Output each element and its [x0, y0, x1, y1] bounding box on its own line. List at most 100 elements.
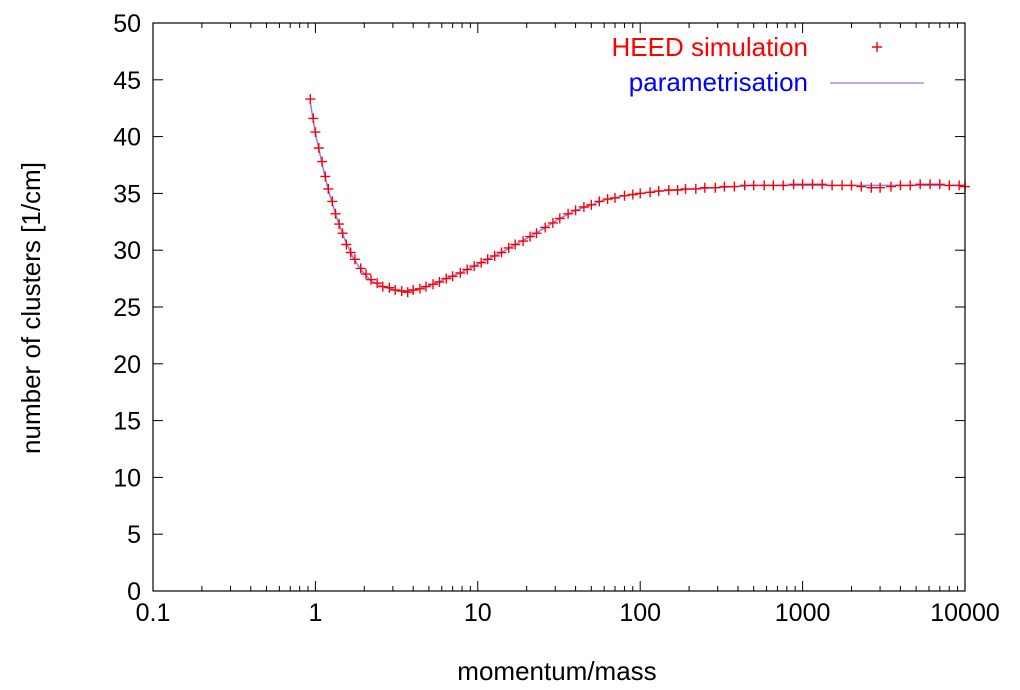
data-point — [719, 181, 730, 192]
data-point — [586, 199, 597, 210]
data-point — [710, 182, 721, 193]
data-point — [578, 202, 589, 212]
data-point — [934, 179, 945, 190]
data-point — [817, 179, 828, 190]
data-point — [788, 179, 799, 190]
data-point — [330, 208, 341, 219]
data-point — [944, 180, 955, 191]
data-point — [355, 263, 366, 274]
data-point — [372, 278, 383, 289]
data-point — [305, 94, 316, 105]
data-point — [653, 186, 664, 197]
data-point — [428, 279, 438, 290]
data-point — [469, 261, 480, 272]
data-point — [361, 269, 371, 280]
data-point — [699, 182, 710, 193]
data-point — [334, 219, 345, 230]
data-point — [408, 285, 419, 295]
x-tick-label: 10 — [464, 599, 492, 627]
y-tick-label: 40 — [113, 124, 141, 152]
y-tick-label: 30 — [113, 237, 141, 265]
data-point — [510, 239, 521, 250]
x-tick-label: 10000 — [930, 599, 1000, 627]
series-line-parametrisation — [309, 102, 965, 292]
data-point — [327, 196, 338, 207]
legend: HEED simulation parametrisation — [611, 32, 924, 97]
data-point — [496, 247, 507, 258]
data-point — [663, 185, 674, 195]
data-point — [349, 254, 360, 265]
data-point — [954, 180, 965, 191]
data-point — [759, 180, 770, 191]
data-point — [807, 179, 818, 190]
y-tick-label: 5 — [127, 521, 141, 549]
data-point — [635, 188, 646, 199]
data-point — [554, 213, 565, 224]
data-point — [455, 267, 466, 278]
data-point — [525, 231, 536, 242]
data-point — [547, 217, 558, 228]
data-point — [540, 222, 551, 233]
data-point — [619, 190, 630, 201]
data-point — [308, 113, 319, 124]
data-point — [846, 180, 857, 191]
data-point — [402, 287, 413, 298]
data-point — [627, 189, 638, 200]
y-tick-label: 50 — [113, 10, 141, 38]
data-point — [739, 180, 750, 191]
data-point — [610, 192, 620, 203]
legend-label-heed: HEED simulation — [611, 32, 808, 62]
data-point — [925, 179, 936, 190]
data-point — [778, 180, 789, 191]
data-point — [377, 281, 388, 292]
data-point — [875, 182, 886, 193]
plot-frame — [152, 22, 966, 592]
data-point — [366, 274, 376, 285]
x-tick-label: 1 — [308, 599, 322, 627]
x-tick-label: 0.1 — [136, 599, 171, 627]
data-point — [390, 285, 401, 295]
plot-border — [152, 22, 966, 592]
axis-ticks — [152, 22, 966, 592]
data-point — [563, 208, 574, 219]
axis-tick-labels: 0 5 10 15 20 25 30 35 40 45 50 0.1 1 10 100 1000 10000 — [113, 10, 1000, 627]
data-point — [320, 171, 331, 182]
x-tick-label: 1000 — [775, 599, 831, 627]
data-point — [447, 271, 458, 282]
data-point — [337, 228, 348, 239]
y-tick-label: 10 — [113, 464, 141, 492]
y-tick-label: 25 — [113, 294, 141, 322]
y-tick-label: 20 — [113, 351, 141, 379]
y-axis-title: number of clusters [1/cm] — [16, 162, 46, 454]
legend-plus-marker — [872, 42, 882, 52]
data-point — [489, 250, 500, 261]
data-point — [602, 194, 613, 205]
data-point — [518, 236, 529, 247]
data-point — [476, 257, 487, 268]
data-point — [570, 205, 581, 216]
x-axis-title: momentum/mass — [457, 656, 656, 686]
data-point — [323, 183, 334, 194]
data-point — [313, 143, 324, 153]
data-point — [310, 127, 321, 138]
legend-marker-heed — [872, 42, 882, 52]
data-point — [421, 281, 431, 292]
x-tick-label: 100 — [619, 599, 661, 627]
data-point — [396, 286, 407, 297]
data-point — [384, 282, 395, 293]
series-layer — [305, 94, 970, 298]
data-point — [594, 196, 605, 207]
data-point — [827, 180, 838, 191]
legend-label-parametrisation: parametrisation — [629, 67, 808, 97]
data-point — [895, 180, 906, 191]
data-point — [441, 273, 452, 284]
data-point — [531, 228, 542, 239]
data-point — [905, 180, 916, 191]
data-point — [837, 180, 848, 191]
data-point — [797, 179, 808, 190]
data-point — [462, 264, 473, 275]
data-point — [503, 242, 514, 253]
data-point — [341, 239, 352, 250]
data-point — [729, 181, 740, 192]
data-point — [680, 183, 691, 194]
